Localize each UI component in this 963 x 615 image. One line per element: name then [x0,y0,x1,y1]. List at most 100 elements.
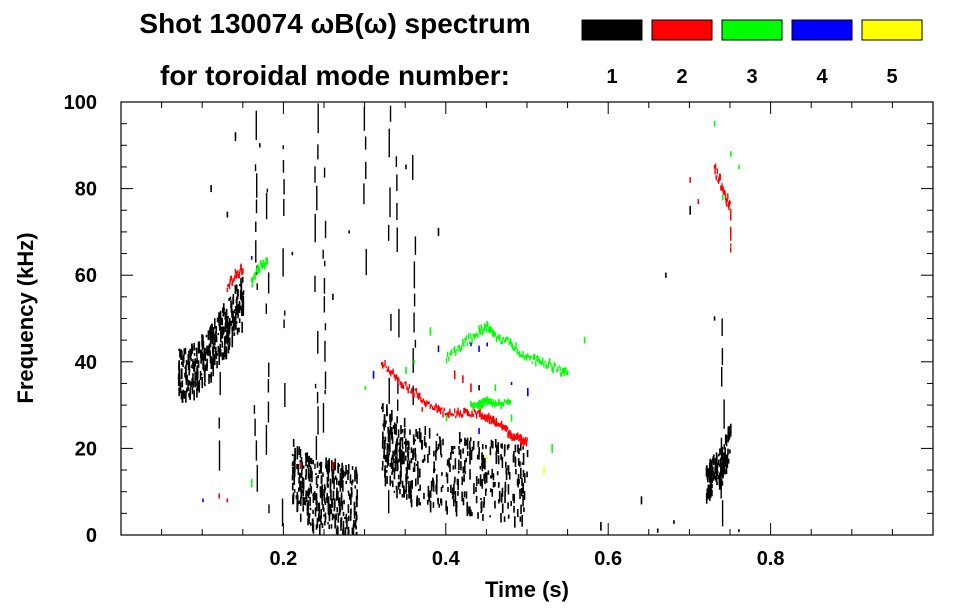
spectral-mark [481,459,484,472]
spectral-mark [191,378,193,386]
spectral-mark [196,388,198,398]
spectral-mark [242,268,244,274]
spectral-mark [461,476,464,486]
spectral-mark [321,523,324,528]
spectral-mark [228,318,231,330]
spectral-mark [343,516,346,520]
spectral-mark [230,320,233,326]
legend-swatch-mode-5 [861,19,923,41]
spectral-mark [403,417,406,428]
spectral-mark [390,370,392,377]
spectral-mark [443,407,445,412]
spectral-mark [455,350,457,357]
spectral-mark [522,446,524,450]
spectral-mark [426,499,429,505]
spectral-mark [504,491,506,504]
spectral-mark [204,384,206,387]
spectral-mark [721,465,724,474]
spectral-mark [721,348,724,365]
spectral-mark [524,354,527,359]
spectral-mark [508,341,510,346]
spectral-mark [556,369,558,373]
spectral-mark [347,504,350,514]
spectral-mark [206,358,208,368]
spectral-mark [430,404,433,407]
spectral-mark [721,472,724,475]
spectral-mark [330,489,332,501]
spectral-mark [500,423,502,428]
spectral-mark [727,426,730,438]
series-mode-2-line [380,359,528,447]
spectral-mark [437,443,440,450]
spectral-mark [489,515,491,518]
spectral-mark [315,494,318,506]
spectral-mark [477,410,479,414]
legend-label-mode-4: 4 [816,66,828,88]
spectral-mark [462,497,465,506]
spectral-mark [179,354,182,359]
spectral-mark [355,514,358,521]
spectral-mark [340,517,343,521]
spectral-mark [320,461,323,468]
spectral-mark [437,404,440,412]
spectral-mark [458,412,460,418]
spectral-mark [708,462,711,475]
spectral-mark [221,317,224,326]
spectral-mark [713,472,716,479]
spectral-mark [519,488,521,499]
x-tick-label: 0.2 [269,548,297,570]
spectral-mark [557,367,559,372]
spectral-mark [254,277,256,280]
spectral-mark [722,186,724,193]
spectral-mark [478,403,480,410]
spectral-mark [507,514,510,519]
spectral-mark [399,381,401,386]
spectral-mark [729,428,732,437]
spectral-mark [312,494,315,503]
spectral-mark [528,355,530,358]
spectral-mark [282,145,284,150]
spectral-mark [309,497,311,507]
spectral-mark [181,380,184,388]
spectral-mark [396,489,398,499]
spectral-mark [462,448,464,454]
spectral-mark [446,351,449,358]
spectral-mark [452,465,455,470]
spectral-mark [226,498,229,503]
spectral-mark [322,402,325,433]
spectral-mark [495,453,498,465]
spectral-mark [386,404,388,417]
spectral-mark [395,485,398,490]
spectral-mark [324,497,326,504]
spectral-mark [391,370,393,374]
spectral-mark [338,480,340,486]
spectral-mark [318,463,321,466]
spectral-mark [480,497,482,501]
spectral-mark [386,465,388,468]
spectral-mark [673,520,675,524]
spectral-mark [399,470,402,475]
y-tick-label: 100 [64,92,97,114]
spectral-mark [520,441,522,445]
spectral-mark [504,461,507,468]
spectral-mark [186,387,188,391]
spectral-mark [457,407,459,415]
spectral-mark [320,476,323,485]
spectral-mark [713,165,716,169]
spectral-mark [458,445,460,450]
spectral-mark [182,359,184,368]
spectral-mark [292,493,295,498]
spectral-mark [192,373,194,385]
spectral-mark [384,454,387,462]
spectral-mark [715,459,718,464]
spectral-mark [522,470,525,477]
spectral-mark [231,335,234,348]
spectral-mark [381,406,383,409]
spectral-mark [413,392,415,398]
spectral-mark [395,423,397,436]
spectral-mark [471,410,473,417]
spectral-mark [219,321,221,331]
spectral-mark [394,461,397,472]
spectral-mark [325,457,327,469]
spectral-mark [499,400,501,406]
